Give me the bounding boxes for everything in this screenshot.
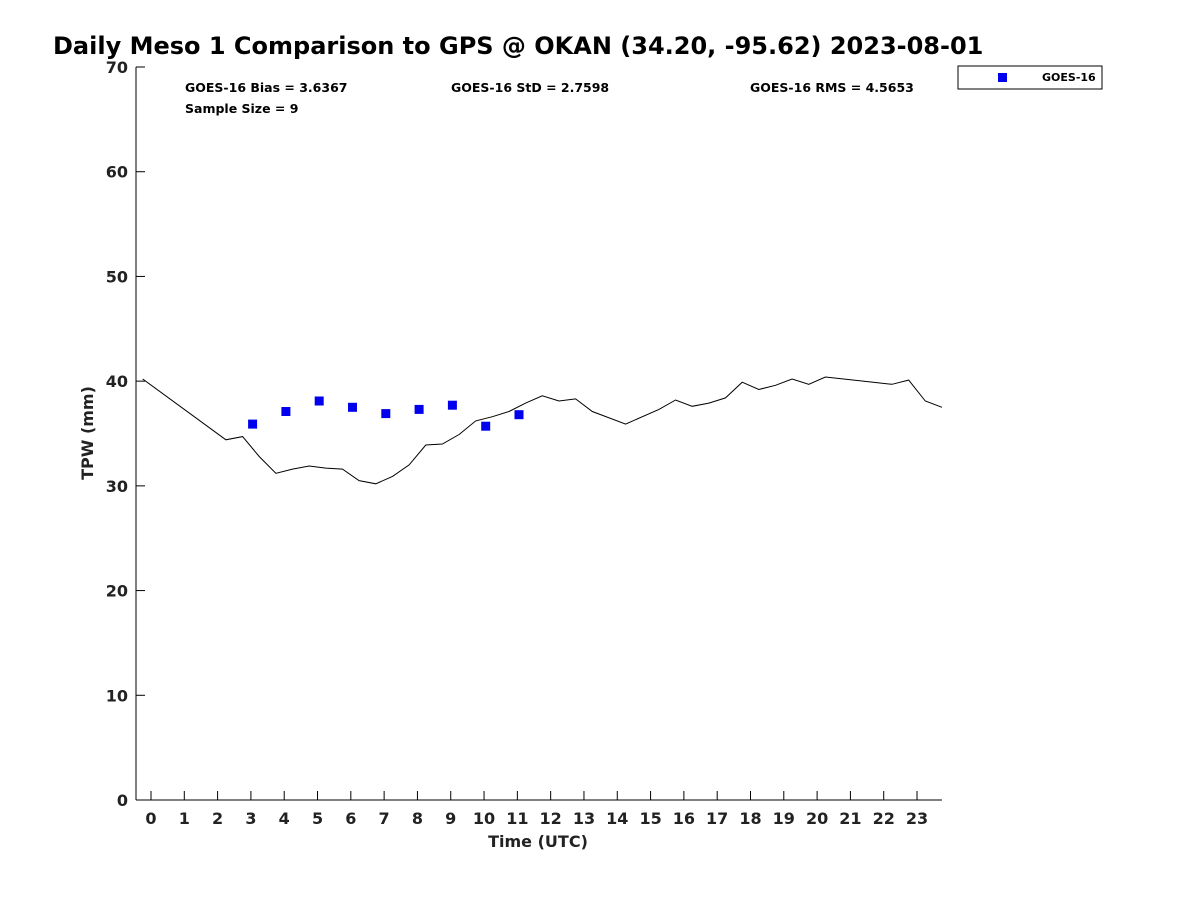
x-tick-label: 18 — [739, 809, 761, 828]
x-tick-label: 12 — [540, 809, 562, 828]
y-tick-label: 20 — [106, 582, 128, 601]
x-axis-ticks: 0 1 2 3 4 5 6 7 8 9 10 11 12 13 14 15 16 17 18 19 20 21 22 23 — [145, 791, 928, 828]
x-tick-label: 0 — [145, 809, 156, 828]
x-tick-label: 14 — [606, 809, 628, 828]
y-tick-label: 0 — [117, 791, 128, 810]
x-tick-label: 6 — [345, 809, 356, 828]
plot-frame — [135, 67, 942, 801]
y-axis-title: TPW (mm) — [78, 386, 97, 480]
goes16-marker — [414, 404, 424, 414]
legend: GOES-16 — [957, 65, 1103, 90]
goes16-marker — [481, 421, 491, 431]
x-tick-label: 16 — [673, 809, 695, 828]
x-tick-label: 11 — [506, 809, 528, 828]
x-tick-label: 9 — [445, 809, 456, 828]
bias-stat: GOES-16 Bias = 3.6367 — [185, 80, 347, 95]
goes16-marker — [381, 409, 391, 419]
y-tick-label: 10 — [106, 686, 128, 705]
goes16-marker — [281, 407, 291, 416]
goes16-marker — [348, 402, 357, 412]
legend-box — [957, 65, 1103, 90]
rms-stat: GOES-16 RMS = 4.5653 — [750, 80, 914, 95]
y-axis-ticks: 0 10 20 30 40 50 60 70 — [106, 58, 145, 810]
x-tick-label: 1 — [179, 809, 190, 828]
x-tick-label: 17 — [706, 809, 728, 828]
goes16-marker — [314, 396, 324, 406]
y-tick-label: 50 — [106, 267, 128, 286]
x-axis-title: Time (UTC) — [488, 832, 588, 851]
x-tick-label: 3 — [245, 809, 256, 828]
y-tick-label: 60 — [106, 163, 128, 182]
x-tick-label: 5 — [312, 809, 323, 828]
x-tick-label: 2 — [212, 809, 223, 828]
y-tick-label: 30 — [106, 477, 128, 496]
goes16-marker — [447, 400, 457, 410]
x-tick-label: 4 — [279, 809, 290, 828]
x-tick-label: 10 — [473, 809, 495, 828]
x-tick-label: 20 — [806, 809, 828, 828]
x-tick-label: 8 — [412, 809, 423, 828]
y-tick-label: 70 — [106, 58, 128, 77]
x-tick-label: 7 — [379, 809, 390, 828]
legend-label-goes16: GOES-16 — [1042, 71, 1096, 84]
gps-line-series — [142, 376, 943, 485]
goes16-marker — [514, 410, 524, 420]
x-tick-label: 19 — [773, 809, 795, 828]
sample-size-stat: Sample Size = 9 — [185, 101, 298, 116]
x-tick-label: 13 — [573, 809, 595, 828]
std-stat: GOES-16 StD = 2.7598 — [451, 80, 609, 95]
chart-title: Daily Meso 1 Comparison to GPS @ OKAN (3… — [53, 32, 983, 60]
x-tick-label: 23 — [906, 809, 928, 828]
goes16-marker — [248, 419, 258, 429]
x-tick-label: 22 — [873, 809, 895, 828]
x-tick-label: 15 — [639, 809, 661, 828]
y-tick-label: 40 — [106, 372, 128, 391]
series-layer — [142, 376, 943, 485]
x-tick-label: 21 — [839, 809, 861, 828]
legend-marker-goes16 — [998, 73, 1007, 82]
